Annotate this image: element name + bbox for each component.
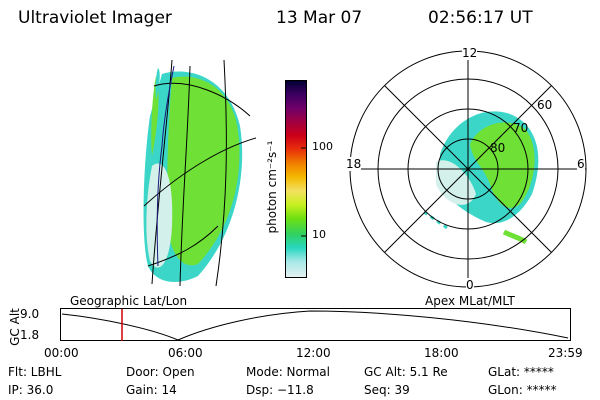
info-door: Door: Open [126, 365, 195, 379]
altitude-xtick-2: 12:00 [296, 346, 331, 360]
polar-panel [349, 50, 587, 288]
info-seq: Seq: 39 [364, 383, 410, 397]
mlt-label-18: 18 [346, 157, 362, 171]
mlt-label-0: 0 [466, 278, 474, 292]
colorbar-tick-10: 10 [312, 228, 326, 241]
mlt-label-12: 12 [462, 46, 478, 60]
info-glon: GLon: ***** [488, 383, 557, 397]
info-gain: Gain: 14 [126, 383, 177, 397]
observation-date: 13 Mar 07 [276, 8, 363, 28]
info-ip: IP: 36.0 [8, 383, 54, 397]
colorbar-unit-label: photon cm⁻²s⁻¹ [265, 140, 279, 234]
info-gcalt: GC Alt: 5.1 Re [364, 365, 448, 379]
aurora-emission [143, 68, 243, 282]
altitude-ytick-high: 9.0 [20, 307, 40, 321]
instrument-title: Ultraviolet Imager [18, 8, 172, 28]
info-glat: GLat: ***** [488, 365, 554, 379]
info-flt: Flt: LBHL [8, 365, 62, 379]
mlat-label-80: 80 [490, 141, 506, 155]
mlat-label-60: 60 [537, 98, 553, 112]
altitude-xtick-3: 18:00 [424, 346, 459, 360]
mlat-label-70: 70 [513, 121, 529, 135]
mlt-label-6: 6 [577, 157, 585, 171]
altitude-ytick-low: 1.8 [20, 328, 40, 342]
geographic-grid-lines [143, 59, 257, 287]
geographic-label: Geographic Lat/Lon [70, 294, 188, 308]
altitude-xtick-4: 23:59 [548, 346, 583, 360]
colorbar-tick-100: 100 [312, 140, 333, 153]
colorbar [285, 80, 307, 278]
info-mode: Mode: Normal [246, 365, 330, 379]
altitude-plot [60, 308, 571, 341]
geographic-image-panel [143, 59, 257, 287]
polar-grid [349, 50, 587, 288]
altitude-xtick-0: 00:00 [44, 346, 79, 360]
info-dsp: Dsp: −11.8 [246, 383, 314, 397]
observation-time: 02:56:17 UT [428, 8, 533, 28]
apex-label: Apex MLat/MLT [425, 294, 515, 308]
altitude-xtick-1: 06:00 [168, 346, 203, 360]
